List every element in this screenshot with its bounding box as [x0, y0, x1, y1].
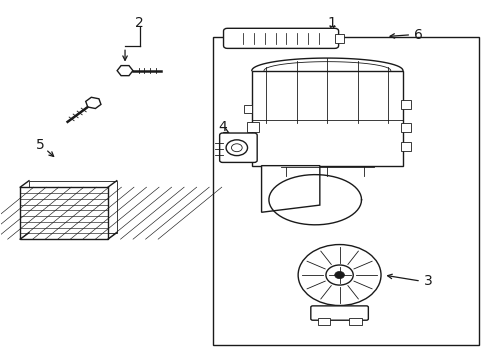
- Text: 5: 5: [36, 138, 45, 152]
- FancyBboxPatch shape: [310, 306, 367, 320]
- Bar: [20, 187, 108, 239]
- Bar: [400, 143, 410, 152]
- Text: 4: 4: [218, 120, 226, 134]
- Text: 1: 1: [327, 16, 336, 30]
- Text: 2: 2: [135, 16, 144, 30]
- Circle shape: [298, 244, 380, 306]
- Circle shape: [334, 271, 344, 279]
- Polygon shape: [117, 66, 133, 76]
- Bar: [251, 71, 402, 166]
- Bar: [29, 181, 117, 233]
- Bar: [400, 123, 410, 132]
- Polygon shape: [85, 97, 101, 108]
- Bar: [317, 318, 329, 325]
- Bar: [334, 34, 343, 42]
- Bar: [243, 105, 252, 113]
- FancyBboxPatch shape: [219, 133, 257, 162]
- Circle shape: [231, 144, 242, 152]
- Bar: [212, 37, 478, 345]
- Bar: [400, 100, 410, 109]
- Bar: [348, 318, 361, 325]
- Bar: [246, 122, 259, 132]
- Bar: [243, 144, 252, 152]
- Text: 3: 3: [423, 274, 432, 288]
- Text: 6: 6: [413, 28, 422, 42]
- FancyBboxPatch shape: [223, 28, 338, 48]
- Polygon shape: [261, 166, 319, 212]
- Circle shape: [225, 140, 247, 156]
- Circle shape: [325, 265, 352, 285]
